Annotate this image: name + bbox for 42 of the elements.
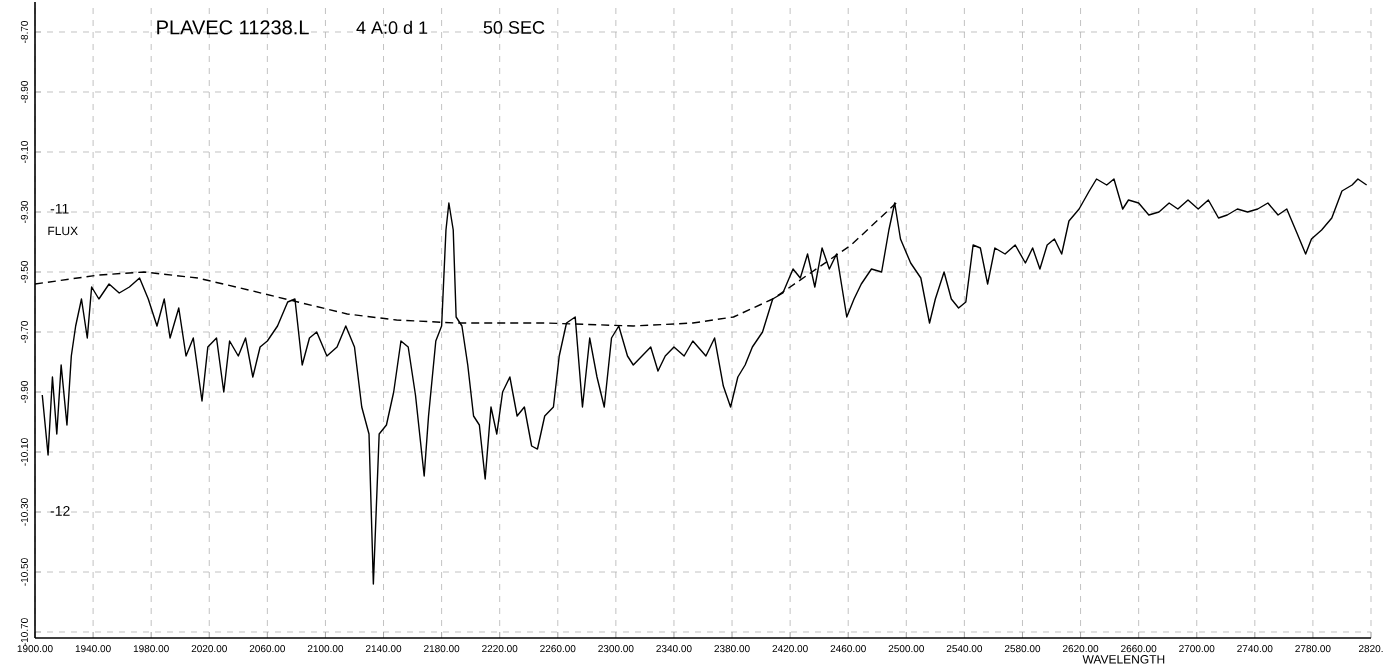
y-tick-label: -9.10 bbox=[20, 140, 28, 163]
annotation: -11 bbox=[50, 203, 69, 214]
annotation: 50 SEC bbox=[483, 21, 545, 34]
x-tick-label: 2820. bbox=[1358, 645, 1383, 653]
x-tick-label: 2780.00 bbox=[1295, 645, 1331, 653]
x-tick-label: 2260.00 bbox=[540, 645, 576, 653]
x-tick-label: 2540.00 bbox=[946, 645, 983, 653]
x-tick-label: 2180.00 bbox=[424, 645, 460, 653]
x-tick-label: 1940.00 bbox=[75, 645, 111, 653]
text: PLAVEC 11238.L bbox=[157, 20, 309, 35]
x-tick-label: 2100.00 bbox=[307, 645, 344, 653]
x-tick-label: 1980.00 bbox=[133, 645, 169, 653]
x-tick-label: 2700.00 bbox=[1179, 645, 1215, 653]
y-tick-label: -9.90 bbox=[20, 380, 28, 403]
y-tick-label: -10.30 bbox=[20, 498, 28, 526]
y-tick-label: -8.90 bbox=[20, 80, 28, 103]
y-tick-label: -10.10 bbox=[20, 438, 28, 466]
x-tick-label: 2740.00 bbox=[1237, 645, 1273, 653]
y-tick-label: -9.50 bbox=[20, 260, 28, 283]
annotation: -12 bbox=[50, 505, 70, 516]
x-tick-label: 2620.00 bbox=[1062, 645, 1099, 653]
x-tick-label: 1900.00 bbox=[17, 645, 53, 653]
x-tick-label: 2300.00 bbox=[598, 645, 634, 653]
x-tick-label: 2140.00 bbox=[365, 645, 402, 653]
annotation: 4 A:0 d 1 bbox=[356, 20, 428, 35]
x-tick-label: 2380.00 bbox=[714, 645, 750, 653]
x-tick-label: 2420.00 bbox=[772, 645, 808, 653]
x-tick-label: 2220.00 bbox=[482, 645, 518, 653]
y-tick-label: -10.50 bbox=[20, 558, 28, 586]
x-tick-label: 2060.00 bbox=[249, 645, 286, 653]
annotation: FLUX bbox=[48, 226, 78, 236]
x-tick-label: 2460.00 bbox=[830, 645, 866, 653]
y-tick-label: -9.70 bbox=[20, 320, 28, 343]
x-tick-label: 2500.00 bbox=[888, 645, 924, 653]
x-tick-label: 2660.00 bbox=[1121, 645, 1157, 653]
x-tick-label: 2020.00 bbox=[191, 645, 227, 653]
y-tick-label: -8.70 bbox=[20, 20, 28, 43]
y-tick-label: -9.30 bbox=[20, 200, 28, 223]
x-tick-label: 2580.00 bbox=[1004, 645, 1041, 653]
y-tick-label: -10.70 bbox=[20, 618, 28, 646]
x-axis-title: WAVELENGTH bbox=[1082, 655, 1165, 664]
x-tick-label: 2340.00 bbox=[656, 645, 692, 653]
